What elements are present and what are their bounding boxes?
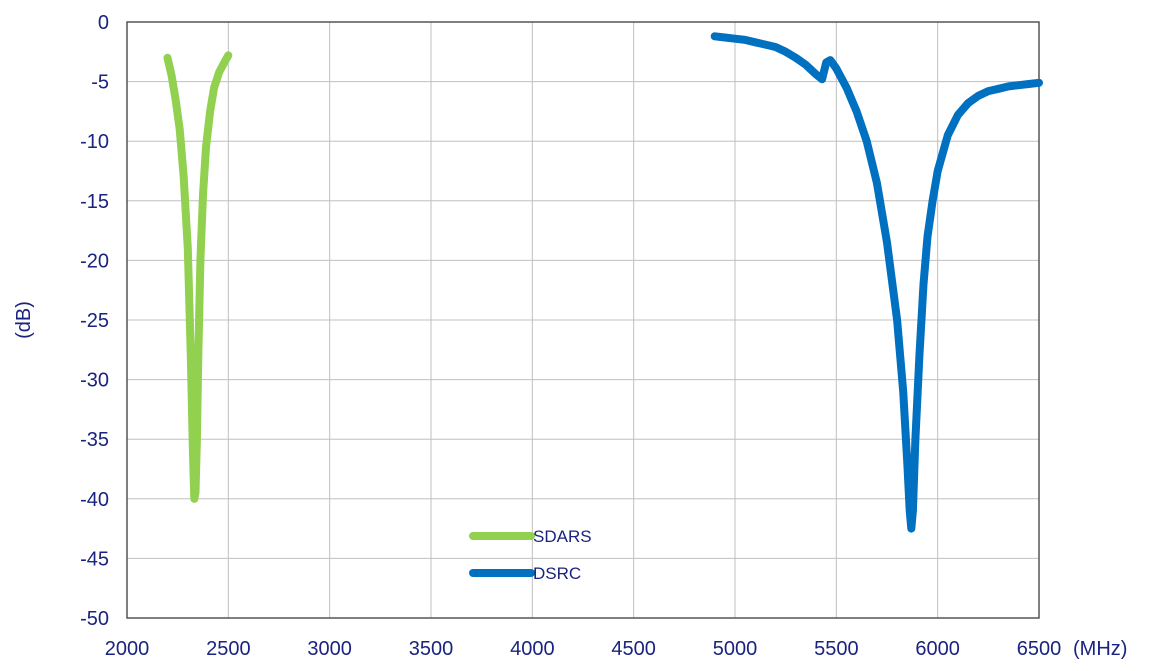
x-tick-label: 2000 [105,638,150,660]
series-lines [163,32,1043,533]
axis-ticks: 2000 2500 3000 3500 4000 4500 5000 5500 6000 6500… [80,12,1061,660]
x-tick-label: 4000 [510,638,555,660]
y-tick-label: -30 [80,370,109,392]
legend-label-sdars: SDARS [533,527,592,546]
x-axis-label: (MHz) [1073,638,1127,660]
y-tick-label: -45 [80,548,109,570]
y-tick-label: -25 [80,310,109,332]
x-tick-label: 5000 [713,638,758,660]
y-tick-label: -35 [80,429,109,451]
x-tick-label: 6500 [1017,638,1062,660]
plot-frame [126,21,1040,619]
y-tick-label: -40 [80,489,109,511]
y-tick-label: -20 [80,250,109,272]
series-line-dsrc [710,32,1043,533]
x-tick-label: 3000 [307,638,352,660]
y-tick-label: -10 [80,131,109,153]
legend: SDARS DSRC [469,527,592,583]
y-tick-label: -15 [80,191,109,213]
x-tick-label: 6000 [915,638,960,660]
x-tick-label: 5500 [814,638,859,660]
legend-label-dsrc: DSRC [533,564,581,583]
y-tick-label: -5 [91,72,109,94]
x-tick-label: 4500 [611,638,656,660]
series-line-sdars [163,51,233,503]
y-tick-label: 0 [98,12,109,34]
y-axis-label: (dB) [13,301,35,339]
y-tick-label: -50 [80,608,109,630]
x-tick-label: 3500 [409,638,454,660]
x-tick-label: 2500 [206,638,251,660]
